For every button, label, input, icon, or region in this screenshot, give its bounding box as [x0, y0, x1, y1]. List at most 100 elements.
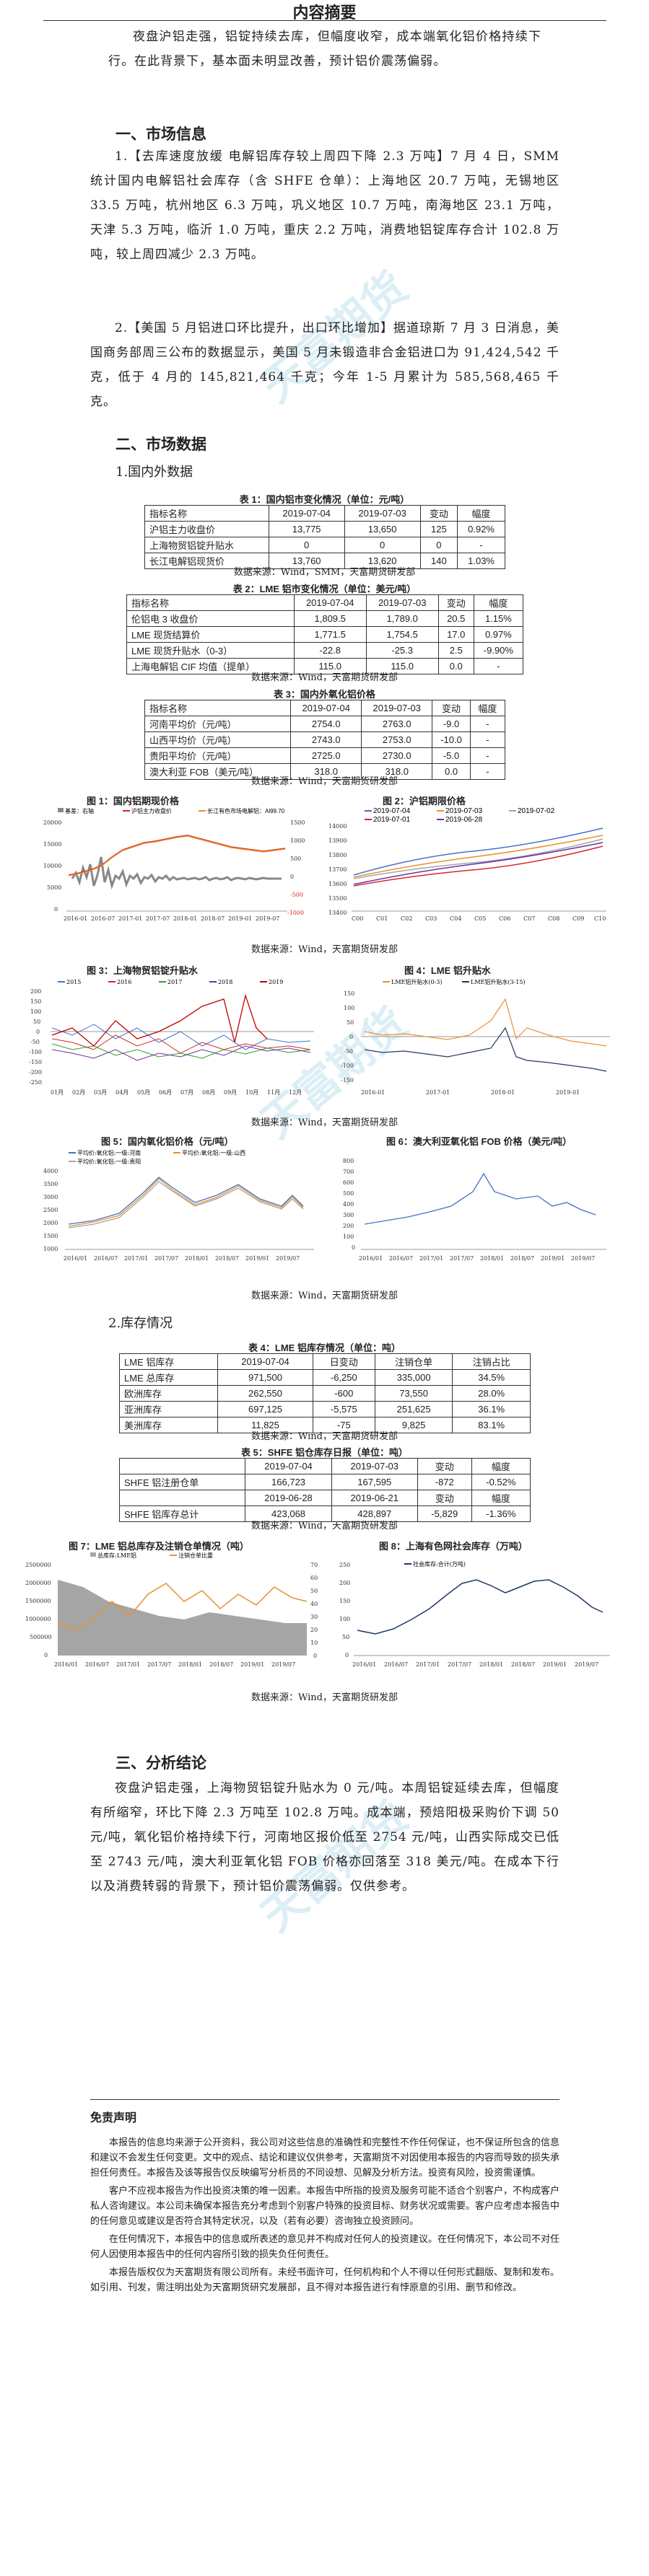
- table-cell: -872: [417, 1474, 472, 1490]
- y-tick: 13800: [328, 852, 347, 858]
- y-tick: 150: [30, 998, 41, 1005]
- legend-label: 总库存:LME铝: [97, 1552, 136, 1559]
- y-tick: 0: [352, 1244, 355, 1251]
- x-tick: 03月: [94, 1089, 107, 1096]
- fig3-chart: 2015 2016 2017 2018 2019 200 150 100 50 …: [29, 979, 314, 1096]
- y-tick: -150: [341, 1077, 354, 1083]
- table-cell: 澳大利亚 FOB（美元/吨）: [144, 763, 292, 780]
- table-row: 贵阳平均价（元/吨） 2725.0 2730.0 -5.0 -: [144, 747, 506, 764]
- table-cell: 83.1%: [452, 1417, 531, 1433]
- table-cell: 262,550: [217, 1385, 313, 1402]
- table-cell: -: [469, 731, 506, 748]
- guiyang-alumina-series: [68, 1181, 304, 1228]
- y-tick: -500: [290, 892, 303, 898]
- x-tick: 2019/07: [271, 1661, 295, 1668]
- y-tick: 1500: [43, 1233, 58, 1239]
- fig7-xaxis-labels: 2016/01 2016/07 2017/01 2017/07 2018/01 …: [54, 1661, 295, 1668]
- x-tick: 08月: [202, 1089, 215, 1096]
- fig2-legend: 2019-07-04 2019-07-03 2019-07-02 2019-07…: [365, 807, 555, 824]
- figures-row1-source: 数据来源：Wind，天富期货研发部: [251, 944, 398, 955]
- x-tick: 2016-01: [64, 915, 87, 922]
- y-tick: 1500: [290, 819, 305, 826]
- y-tick: 0: [54, 906, 58, 913]
- x-tick: 2018/07: [209, 1661, 233, 1668]
- disclaimer-paragraph: 在任何情况下，本报告中的信息或所表述的意见并不构成对任何人的投资建议。在任何情况…: [90, 2234, 560, 2260]
- fig1-xaxis-labels: 2016-01 2016-07 2017-01 2017-07 2018-01 …: [64, 915, 279, 922]
- table-cell: [118, 1490, 246, 1506]
- x-tick: 2016-01: [361, 1089, 385, 1096]
- table-cell: 2019-06-28: [245, 1490, 332, 1506]
- table-cell: 幅度: [471, 1490, 531, 1506]
- table-cell: 贵阳平均价（元/吨）: [144, 747, 292, 764]
- x-tick: 2016/07: [384, 1661, 408, 1668]
- legend-label: 基差：右轴: [65, 807, 94, 814]
- table-cell: -0.52%: [471, 1474, 531, 1490]
- header-cell: 幅度: [473, 594, 524, 611]
- fig7-title: 图 7：LME 铝总库存及注销仓单情况（吨）: [69, 1541, 249, 1552]
- table-row: 长江电解铝现货价 13,760 13,620 140 1.03%: [144, 553, 505, 569]
- lme-total-stock-area: [58, 1580, 307, 1656]
- table-row: 沪铝主力收盘价 13,775 13,650 125 0.92%: [144, 521, 505, 537]
- x-tick: 2018/07: [511, 1661, 535, 1668]
- table-cell: -9.90%: [473, 642, 524, 659]
- fig6-yaxis: 800 700 600 500 400 300 200 100 0: [343, 1158, 355, 1251]
- fig1-yaxis-right: 1500 1000 500 0 -500 -1000: [287, 819, 305, 916]
- header-cell: 2019-07-04: [293, 594, 367, 611]
- fig6-xaxis-labels: 2016/01 2016/07 2017/01 2017/07 2018/01 …: [359, 1255, 595, 1262]
- y-tick: 2000: [43, 1220, 58, 1226]
- table-cell: 13,760: [268, 553, 345, 569]
- table-row: LME 现货结算价 1,771.5 1,754.5 17.0 0.97%: [126, 626, 524, 643]
- table-cell: 13,650: [344, 521, 421, 537]
- table-cell: 河南平均价（元/吨）: [144, 716, 292, 732]
- table3-source: 数据来源：Wind，天富期货研发部: [251, 776, 398, 787]
- table-row: SHFE 铝注册仓单 166,723 167,595 -872 -0.52%: [118, 1474, 531, 1490]
- legend-swatch: [58, 808, 64, 812]
- y-tick: 50: [33, 1019, 40, 1025]
- y-tick: 250: [339, 1562, 350, 1568]
- header-cell: 2019-07-04: [290, 700, 362, 716]
- x-tick: 2018/01: [479, 1661, 503, 1668]
- legend-label: 2019: [269, 979, 283, 985]
- x-tick: 2019/01: [245, 1255, 269, 1262]
- fig5-xaxis-labels: 2016/01 2016/07 2017/01 2017/07 2018/01 …: [64, 1255, 300, 1262]
- fig3-title: 图 3：上海物贸铝锭升贴水: [87, 965, 198, 976]
- x-tick: C06: [499, 915, 510, 922]
- y-tick: 0: [44, 1652, 48, 1658]
- table2-source: 数据来源：Wind，天富期货研发部: [251, 672, 398, 683]
- table4-caption: 表 4：LME 铝库存情况（单位：吨）: [248, 1342, 401, 1353]
- x-tick: 06月: [159, 1089, 172, 1096]
- fig2-yaxis: 14000 13900 13800 13700 13600 13500 1340…: [328, 823, 347, 916]
- y-tick: -50: [344, 1048, 353, 1055]
- table3-caption: 表 3：国内外氧化铝价格: [274, 689, 375, 700]
- y-tick: 300: [343, 1212, 354, 1218]
- table-cell: 971,500: [217, 1369, 313, 1386]
- table3: 指标名称 2019-07-04 2019-07-03 变动 幅度 河南平均价（元…: [144, 700, 506, 780]
- header-cell: 变动: [419, 505, 458, 522]
- disclaimer-paragraph: 客户不应视本报告为作出投资决策的唯一因素。本报告中所指的投资及服务可能不适合个别…: [90, 2186, 560, 2227]
- x-tick: 2017/01: [419, 1255, 443, 1262]
- summary-text: 夜盘沪铝走强，铝锭持续去库，但幅度收窄，成本端氧化铝价格持续下行。在此背景下，基…: [108, 30, 541, 69]
- y-tick: 200: [343, 1223, 354, 1229]
- legend-label: 长江有色市场电解铝：Al99.70: [207, 807, 285, 814]
- y-tick: 150: [339, 1598, 350, 1604]
- x-tick: C03: [425, 915, 437, 922]
- y-tick: 13600: [328, 881, 347, 887]
- table-cell: -9.0: [432, 716, 471, 732]
- x-tick: 2016/01: [64, 1255, 87, 1262]
- legend-label: 2019-07-01: [373, 816, 411, 824]
- header-cell: 2019-07-04: [268, 505, 345, 522]
- y-tick: 1000: [43, 1246, 58, 1252]
- y-tick: 10: [310, 1640, 318, 1646]
- table-row: 2019-06-28 2019-06-21 变动 幅度: [118, 1490, 531, 1506]
- x-tick: C05: [474, 915, 486, 922]
- table-row: LME 现货升贴水（0-3） -22.8 -25.3 2.5 -9.90%: [126, 642, 524, 659]
- table-cell: 1,809.5: [293, 610, 367, 627]
- y-tick: 40: [310, 1601, 318, 1607]
- x-tick: C01: [376, 915, 388, 922]
- header-cell: 日变动: [312, 1353, 375, 1370]
- fig3-legend: 2015 2016 2017 2018 2019: [58, 979, 283, 985]
- x-tick: 2019/01: [240, 1661, 264, 1668]
- y-tick: 13900: [328, 838, 347, 844]
- shfe-main-close-series: [68, 835, 286, 876]
